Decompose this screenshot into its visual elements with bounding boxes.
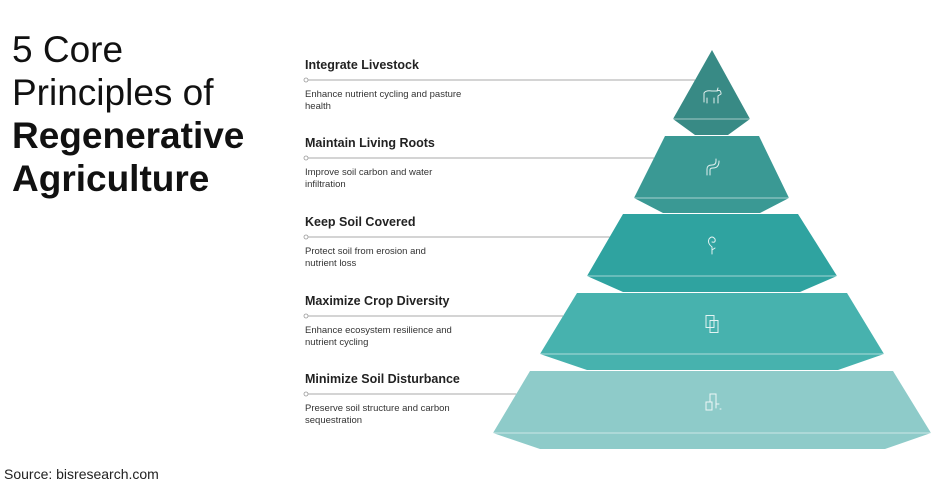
connector-dot [303,77,309,83]
pyramid-tier: Integrate Livestock Enhance nutrient cycl… [303,50,750,135]
sprout-icon [707,236,716,255]
tier-description: nutrient cycling [305,337,368,348]
cow-icon [703,87,722,104]
tractor-icon [705,393,722,411]
tier-description: nutrient loss [305,258,356,269]
worm-icon [706,158,720,176]
connector-dot [303,391,309,397]
tier-bevel [673,119,750,135]
source-note: Source: bisresearch.com [4,466,159,482]
tier-description: Protect soil from erosion and [305,246,426,257]
tier-title: Maximize Crop Diversity [305,294,450,308]
title-line: Principles of [12,72,214,113]
pyramid-tier: Keep Soil Covered Protect soil from erosi… [303,214,837,292]
title-line-bold: Agriculture [12,158,210,199]
title-line: 5 Core [12,29,124,70]
tier-bevel [587,276,837,292]
tier-title: Maintain Living Roots [305,136,435,150]
tier-title: Integrate Livestock [305,58,419,72]
tier-face [587,214,837,276]
tier-bevel [634,198,789,213]
connector-dot [303,234,309,240]
overlapping-squares-icon [705,315,719,333]
tier-bevel [493,433,931,449]
connector-dot [303,313,309,319]
pyramid-tier: Maximize Crop Diversity Enhance ecosystem… [303,293,884,370]
title-line-bold: Regenerative [12,115,245,156]
tier-title: Keep Soil Covered [305,215,415,229]
tier-description: Preserve soil structure and carbon [305,403,450,414]
tier-description: infiltration [305,179,346,190]
tier-description: Enhance nutrient cycling and pasture [305,89,461,100]
tier-description: Improve soil carbon and water [305,167,432,178]
tier-description: Enhance ecosystem resilience and [305,325,452,336]
tier-face [540,293,884,354]
pyramid-tier: Maintain Living Roots Improve soil carbon… [303,136,789,213]
tier-description: sequestration [305,415,362,426]
tier-bevel [540,354,884,370]
pyramid-tier: Minimize Soil Disturbance Preserve soil s… [303,371,931,449]
connector-dot [303,155,309,161]
tier-title: Minimize Soil Disturbance [305,372,460,386]
tier-face [673,50,750,119]
page-title: 5 Core Principles of Regenerative Agricu… [12,28,244,200]
tier-description: health [305,101,331,112]
tier-face [634,136,789,198]
